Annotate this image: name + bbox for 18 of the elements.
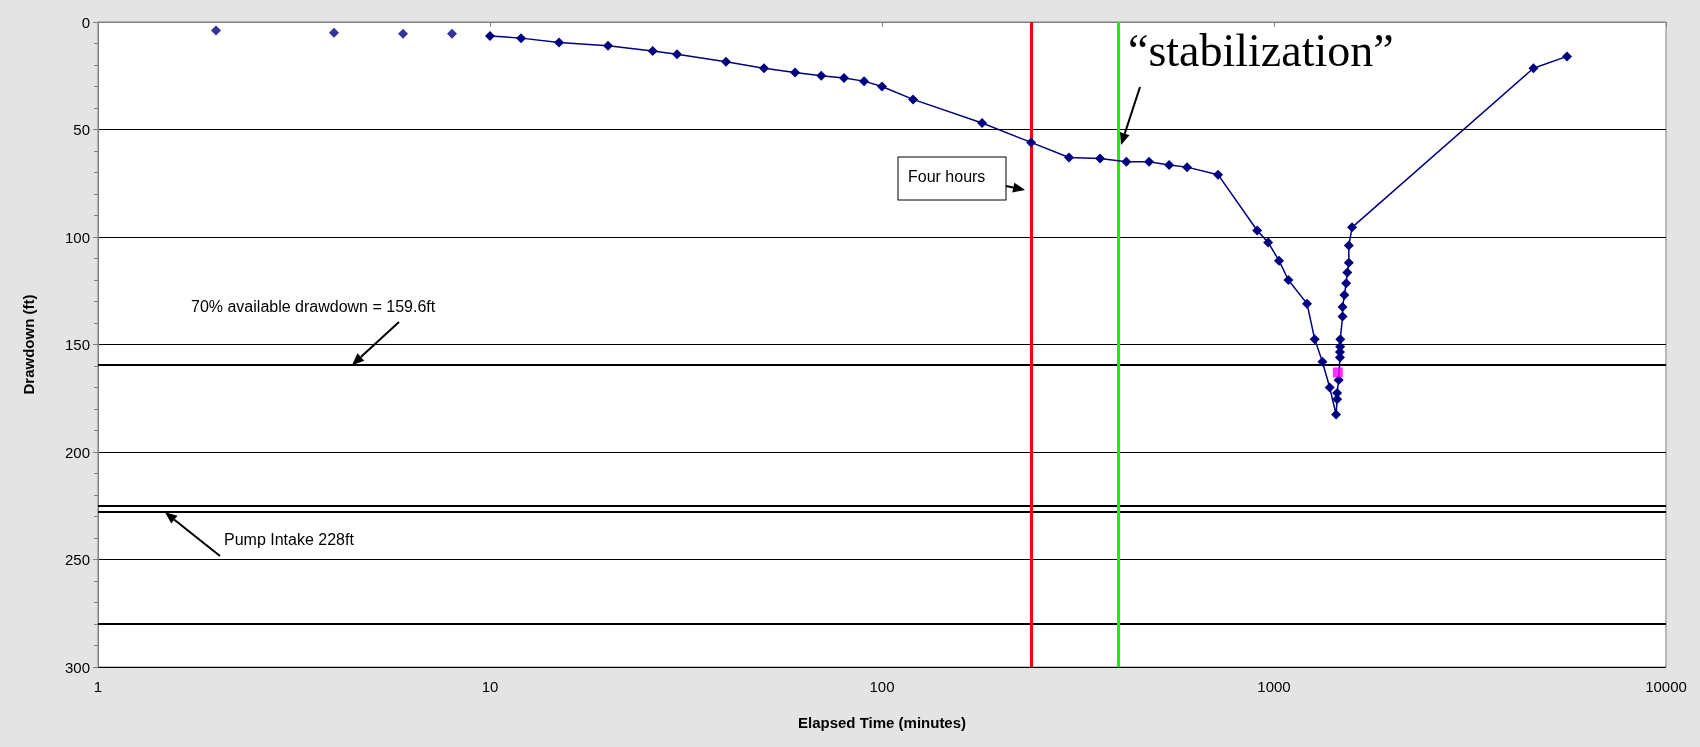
- y-tick-label: 300: [64, 658, 90, 676]
- ref-line-label: “stabilization”: [1128, 24, 1394, 76]
- x-tick-label: 10000: [1645, 678, 1687, 695]
- x-tick-label: 100: [869, 678, 895, 695]
- y-tick-label: 150: [64, 336, 90, 353]
- y-tick-label: 0: [81, 13, 90, 31]
- x-tick-label: 10: [481, 678, 499, 695]
- y-tick-label: 100: [64, 228, 90, 246]
- y-tick-label: 200: [64, 443, 90, 461]
- ref-line-label: Four hours: [908, 167, 986, 185]
- y-tick-label: 250: [64, 551, 90, 568]
- x-axis-title: Elapsed Time (minutes): [797, 714, 967, 731]
- x-tick-label: 1000: [1257, 678, 1291, 695]
- legend-label: Pump Intake 228ft: [224, 530, 355, 548]
- y-tick-label: 50: [73, 121, 90, 138]
- y-axis-title: Drawdown (ft): [20, 294, 37, 395]
- x-tick-label: 1: [93, 678, 103, 695]
- ref-line-label: 70% available drawdown = 159.6ft: [191, 297, 436, 315]
